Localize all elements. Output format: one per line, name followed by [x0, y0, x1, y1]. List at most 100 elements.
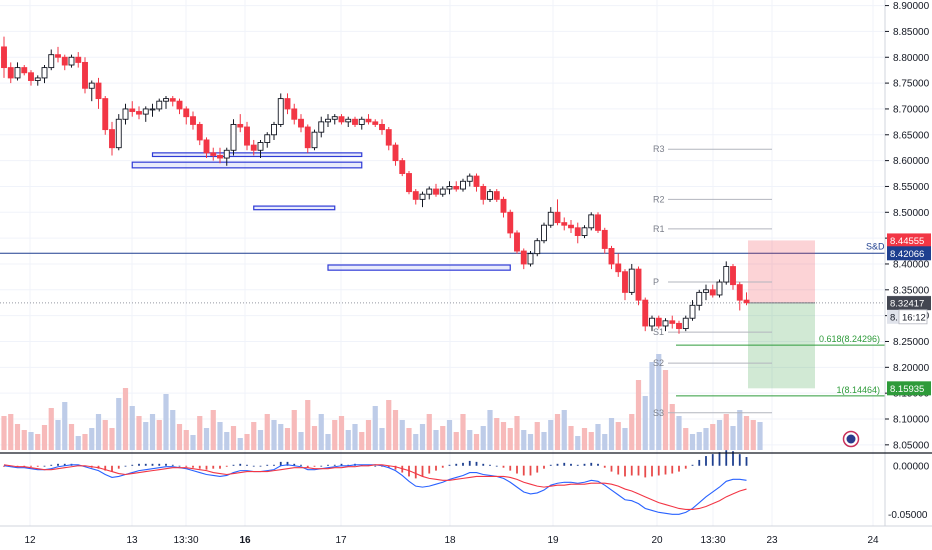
macd-histogram-bar: [212, 465, 215, 469]
candle-body: [304, 126, 311, 149]
candle-body: [547, 211, 554, 226]
volume-bar: [244, 434, 250, 450]
volume-bar: [291, 410, 297, 450]
macd-histogram-bar: [252, 465, 255, 467]
volume-bar: [757, 422, 763, 450]
candle-body: [385, 129, 392, 146]
hidden-price-tag-text: 8.: [890, 312, 898, 323]
supply-demand-zone: [131, 161, 363, 169]
macd-histogram-bar: [556, 463, 559, 466]
candle-body: [534, 240, 541, 255]
volume-bar: [689, 434, 696, 450]
macd-histogram-bar: [468, 460, 471, 466]
volume-bar: [446, 420, 453, 450]
candle-body: [527, 253, 534, 265]
volume-bar: [548, 420, 554, 450]
volume-bar: [298, 432, 304, 450]
macd-histogram-bar: [711, 454, 714, 466]
macd-histogram-bar: [327, 464, 329, 466]
pivot-label: S3: [653, 408, 664, 418]
volume-bar: [554, 414, 561, 450]
candle-body: [446, 186, 453, 190]
price-tick-label: 8.25000: [893, 337, 930, 348]
volume-bar: [1, 416, 7, 450]
candle-body: [412, 191, 419, 200]
volume-bar: [527, 434, 534, 450]
volume-bar: [419, 424, 426, 450]
macd-histogram-bar: [583, 463, 586, 466]
price-tick-label: 8.55000: [893, 182, 930, 193]
volume-bar: [345, 430, 351, 450]
macd-histogram-bar: [421, 465, 424, 477]
candle-body: [223, 149, 230, 159]
volume-bar: [82, 434, 88, 450]
candle-body: [102, 98, 109, 131]
price-tag-text: 8.42066: [890, 249, 924, 260]
volume-bar: [197, 416, 203, 450]
volume-bar: [116, 398, 122, 450]
macd-histogram-bar: [549, 464, 552, 466]
volume-bar: [534, 422, 540, 450]
volume-bar: [55, 420, 61, 450]
volume-bar: [338, 416, 345, 450]
macd-signal-line: [3, 464, 747, 510]
candle-body: [318, 121, 325, 133]
macd-histogram-bar: [678, 465, 680, 472]
macd-histogram-bar: [441, 465, 444, 468]
macd-histogram-bar: [306, 465, 309, 468]
volume-bar: [41, 425, 48, 450]
time-tick-label: 16: [239, 535, 251, 546]
volume-bar: [494, 418, 500, 450]
candle-body: [95, 82, 102, 100]
macd-histogram-bar: [111, 465, 113, 472]
volume-bar: [21, 430, 27, 450]
volume-bar: [176, 424, 183, 450]
macd-histogram-bar: [745, 457, 748, 466]
macd-histogram-bar: [259, 465, 262, 467]
fib-levels[interactable]: 0.618(8.24296) 1(8.14464): [676, 334, 885, 397]
volume-bar: [608, 418, 615, 450]
volume-bar: [230, 426, 237, 450]
candle-body: [466, 175, 473, 182]
macd-histogram-bar: [671, 465, 674, 474]
macd-histogram-bar: [597, 463, 599, 466]
candle-body: [149, 108, 156, 111]
volume-bar: [224, 432, 230, 450]
price-tick-label: 8.35000: [893, 285, 930, 296]
candle-body: [635, 268, 642, 301]
volume-bar: [467, 430, 473, 450]
candle-body: [48, 54, 55, 69]
candle-body: [689, 304, 696, 319]
pivot-label: S1: [653, 327, 664, 337]
candle-body: [190, 116, 196, 125]
macd-histogram-bar: [684, 465, 687, 469]
volume-bar: [730, 426, 736, 450]
macd-histogram-bar: [651, 465, 653, 477]
macd-histogram-bar: [603, 465, 606, 468]
candle-body: [574, 227, 581, 236]
time-axis-ticks[interactable]: 12 13 13:30 16 17 18 19 20 13:30 23 24: [24, 535, 879, 546]
macd-histogram-bar: [239, 463, 242, 466]
volume-bar: [35, 434, 41, 450]
volume-bar: [399, 420, 405, 450]
volume-bar: [514, 416, 520, 450]
candle-body: [514, 232, 520, 252]
macd-histogram-bar: [63, 463, 66, 466]
volume-bar: [305, 400, 311, 450]
supply-demand-zones[interactable]: S&D: [0, 152, 885, 271]
candle-body: [392, 144, 399, 162]
macd-histogram-bar: [590, 462, 593, 466]
macd-histogram-bar: [165, 463, 167, 466]
candle-body: [581, 227, 588, 236]
candle-body: [743, 299, 750, 304]
macd-histogram-bar: [104, 465, 107, 471]
pivot-levels[interactable]: R3 R2 R1 P S1 S2 S3: [653, 144, 772, 418]
volume-bar: [75, 436, 81, 450]
macd-histogram-bar: [333, 464, 336, 466]
price-tick-label: 8.40000: [893, 259, 930, 270]
replay-marker-icon[interactable]: [842, 430, 860, 448]
volume-bar: [170, 410, 176, 450]
volume-bar: [48, 408, 54, 450]
volume-bar: [453, 432, 459, 450]
